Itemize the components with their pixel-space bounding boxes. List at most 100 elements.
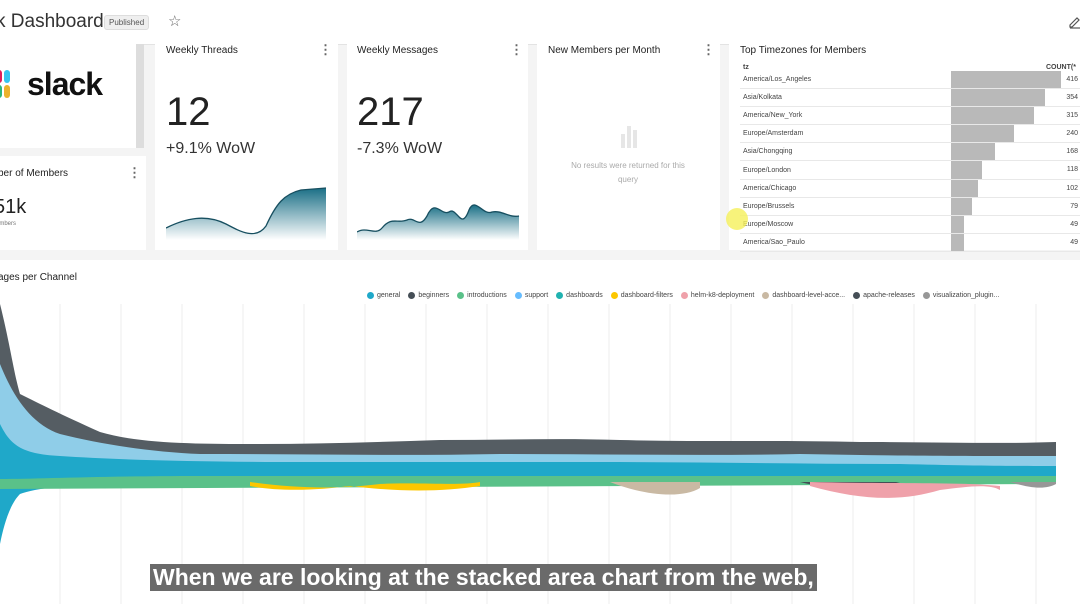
legend-label: introductions bbox=[467, 292, 507, 299]
area-helm-k8 bbox=[810, 482, 1000, 498]
new-members-card: New Members per Month ⋮ No results were … bbox=[537, 42, 720, 250]
members-menu-icon[interactable]: ⋮ bbox=[128, 165, 141, 180]
legend-dot-icon bbox=[610, 292, 618, 299]
tz-cell: America/Sao_Paulo bbox=[740, 233, 951, 252]
members-title: ber of Members bbox=[0, 168, 69, 179]
count-value: 240 bbox=[1066, 130, 1078, 138]
new-members-menu-icon[interactable]: ⋮ bbox=[702, 42, 715, 57]
tz-cell: Europe/Brussels bbox=[740, 197, 951, 216]
legend-label: general bbox=[377, 292, 401, 299]
legend-label: beginners bbox=[418, 292, 450, 299]
count-bar bbox=[951, 143, 996, 161]
count-cell: 240 bbox=[951, 124, 1080, 144]
legend-item[interactable]: dashboard-level-acce... bbox=[762, 292, 845, 299]
logo-card: slack bbox=[0, 44, 144, 148]
tz-cell: Asia/Kolkata bbox=[740, 88, 951, 108]
legend-dot-icon bbox=[556, 292, 564, 299]
weekly-messages-card: Weekly Messages ⋮ 217 -7.3% WoW bbox=[347, 42, 528, 250]
empty-message: No results were returned for this query bbox=[571, 161, 685, 184]
messages-wow: -7.3% WoW bbox=[357, 140, 443, 157]
table-row: Europe/Moscow 49 bbox=[740, 215, 1080, 234]
legend-item[interactable]: dashboards bbox=[556, 292, 603, 299]
legend-item[interactable]: general bbox=[367, 292, 400, 299]
edit-icon[interactable] bbox=[1067, 13, 1080, 29]
threads-menu-icon[interactable]: ⋮ bbox=[319, 42, 332, 57]
tz-header-label[interactable]: tz bbox=[743, 64, 749, 71]
table-row: America/New_York 315 bbox=[740, 106, 1080, 126]
count-cell: 354 bbox=[951, 88, 1080, 108]
count-value: 49 bbox=[1070, 220, 1078, 228]
dashboard-title: k Dashboard bbox=[0, 11, 104, 32]
legend-item[interactable]: apache-releases bbox=[853, 292, 915, 299]
count-bar bbox=[951, 179, 978, 197]
tz-cell: America/Los_Angeles bbox=[740, 71, 951, 90]
legend-dot-icon bbox=[457, 292, 465, 299]
table-row: America/Los_Angeles 416 bbox=[740, 71, 1080, 90]
stacked-area-chart bbox=[0, 304, 1056, 604]
members-subtext: embers bbox=[0, 221, 17, 227]
threads-sparkline bbox=[166, 187, 327, 240]
tz-cell: America/New_York bbox=[740, 106, 951, 126]
count-value: 102 bbox=[1066, 184, 1078, 192]
published-badge: Published bbox=[104, 15, 150, 30]
tz-cell: Europe/Moscow bbox=[740, 215, 951, 234]
table-row: America/Chicago 102 bbox=[740, 179, 1080, 198]
count-header-label[interactable]: COUNT(* bbox=[1046, 64, 1076, 71]
table-row: Asia/Chongqing 168 bbox=[740, 142, 1080, 162]
legend-label: apache-releases bbox=[863, 292, 915, 299]
legend-item[interactable]: support bbox=[514, 292, 549, 299]
count-bar bbox=[951, 197, 972, 215]
legend-label: visualization_plugin... bbox=[932, 292, 1000, 299]
count-cell: 168 bbox=[951, 142, 1080, 162]
count-value: 315 bbox=[1066, 112, 1078, 120]
favorite-star-icon[interactable]: ☆ bbox=[168, 13, 182, 30]
count-cell: 79 bbox=[951, 197, 1080, 216]
legend-item[interactable]: dashboard-filters bbox=[610, 292, 673, 299]
members-card: ber of Members ⋮ 51k embers bbox=[0, 156, 146, 250]
messages-value: 217 bbox=[357, 90, 424, 134]
threads-wow: +9.1% WoW bbox=[166, 140, 256, 157]
legend-label: support bbox=[524, 292, 549, 299]
threads-title: Weekly Threads bbox=[166, 45, 238, 56]
count-value: 354 bbox=[1066, 94, 1078, 102]
area-dashboard-filters bbox=[250, 482, 480, 491]
legend-dot-icon bbox=[762, 292, 770, 299]
legend-label: dashboards bbox=[566, 292, 603, 299]
legend-item[interactable]: visualization_plugin... bbox=[922, 292, 1000, 299]
count-value: 118 bbox=[1066, 166, 1078, 174]
messages-sparkline bbox=[357, 204, 520, 240]
legend-label: dashboard-level-acce... bbox=[772, 292, 846, 299]
count-cell: 49 bbox=[951, 215, 1080, 234]
area-support bbox=[0, 364, 1056, 474]
legend-dot-icon bbox=[922, 292, 930, 299]
legend-dot-icon bbox=[680, 292, 688, 299]
legend-item[interactable]: introductions bbox=[457, 292, 507, 299]
count-bar bbox=[951, 215, 964, 233]
count-cell: 49 bbox=[951, 233, 1080, 252]
timezones-title: Top Timezones for Members bbox=[740, 45, 867, 56]
tz-cell: Asia/Chongqing bbox=[740, 142, 951, 162]
table-row: Asia/Kolkata 354 bbox=[740, 88, 1080, 108]
threads-value: 12 bbox=[166, 90, 211, 134]
messages-menu-icon[interactable]: ⋮ bbox=[510, 42, 523, 57]
count-cell: 102 bbox=[951, 179, 1080, 198]
legend-item[interactable]: beginners bbox=[408, 292, 449, 299]
table-row: Europe/London 118 bbox=[740, 160, 1080, 180]
legend-dot-icon bbox=[367, 292, 374, 299]
count-value: 49 bbox=[1070, 238, 1078, 246]
count-value: 79 bbox=[1070, 202, 1078, 210]
legend-item[interactable]: helm-k8-deployment bbox=[680, 292, 754, 299]
count-bar bbox=[951, 161, 983, 179]
dashboard-header: k Dashboard Published ☆ bbox=[0, 0, 1080, 45]
table-row: America/Sao_Paulo 49 bbox=[740, 233, 1080, 252]
scrollbar[interactable] bbox=[136, 44, 144, 148]
messages-title: Weekly Messages bbox=[357, 45, 438, 56]
legend-dot-icon bbox=[408, 292, 416, 299]
area-viz-plugin bbox=[1010, 482, 1056, 488]
area-dashboard-level-access bbox=[610, 482, 700, 495]
legend-label: dashboard-filters bbox=[620, 292, 673, 299]
count-value: 416 bbox=[1066, 76, 1078, 83]
legend-dot-icon bbox=[853, 292, 861, 299]
new-members-title: New Members per Month bbox=[548, 45, 661, 56]
channel-legend: general beginners introductions support dash… bbox=[367, 292, 999, 299]
